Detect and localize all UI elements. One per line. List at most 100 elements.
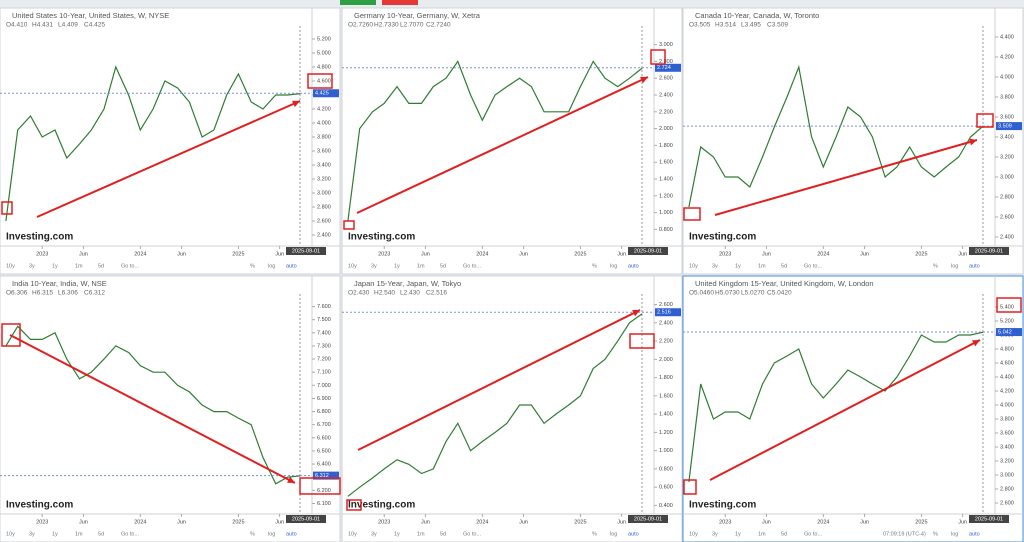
y-tick-label: 2.600 (1000, 500, 1014, 506)
x-tick-label: 2024 (817, 251, 829, 257)
range-button[interactable]: 1y (735, 263, 741, 269)
y-tick-label: 3.200 (1000, 154, 1014, 160)
option-button[interactable]: log (268, 531, 275, 537)
range-button[interactable]: 5d (98, 263, 104, 269)
range-button[interactable]: 10y (6, 531, 15, 537)
y-tick-label: 1.800 (659, 375, 673, 381)
range-button[interactable]: Go to... (804, 263, 823, 269)
option-button[interactable]: auto (628, 531, 639, 537)
panel-background (682, 275, 1024, 542)
range-button[interactable]: 5d (440, 531, 446, 537)
sell-button[interactable] (382, 0, 418, 5)
y-tick-label: 2.600 (659, 302, 673, 308)
panel-background (682, 7, 1024, 275)
range-button[interactable]: 1m (75, 531, 83, 537)
range-button[interactable]: 1y (52, 531, 58, 537)
option-button[interactable]: log (951, 531, 958, 537)
range-button[interactable]: 3y (371, 263, 377, 269)
x-tick-label: Jun (519, 519, 528, 525)
y-tick-label: 4.600 (1000, 360, 1014, 366)
range-button[interactable]: 3y (712, 263, 718, 269)
range-button[interactable]: 3y (712, 531, 718, 537)
y-tick-label: 3.000 (1000, 472, 1014, 478)
range-button[interactable]: 1m (75, 263, 83, 269)
y-tick-label: 0.600 (659, 485, 673, 491)
y-tick-label: 1.400 (659, 412, 673, 418)
y-tick-label: 7.600 (317, 304, 331, 310)
range-button[interactable]: 5d (781, 531, 787, 537)
range-button[interactable]: 1y (735, 531, 741, 537)
panel-background (0, 275, 341, 542)
option-button[interactable]: auto (286, 263, 297, 269)
option-button[interactable]: log (268, 263, 275, 269)
range-button[interactable]: 10y (689, 263, 698, 269)
x-tick-label: Jun (958, 519, 967, 525)
option-button[interactable]: log (610, 531, 617, 537)
range-button[interactable]: Go to... (463, 531, 482, 537)
y-tick-label: 7.100 (317, 370, 331, 376)
range-button[interactable]: 10y (6, 263, 15, 269)
option-button[interactable]: auto (628, 263, 639, 269)
range-button[interactable]: 3y (29, 263, 35, 269)
range-button[interactable]: 10y (348, 263, 357, 269)
range-button[interactable]: 5d (98, 531, 104, 537)
x-tick-label: 2023 (378, 519, 390, 525)
trend-arrow (714, 139, 978, 216)
range-button[interactable]: Go to... (463, 263, 482, 269)
option-button[interactable]: auto (969, 531, 980, 537)
range-button[interactable]: 1m (417, 263, 425, 269)
range-button[interactable]: Go to... (804, 531, 823, 537)
logo: Investing.com (348, 232, 415, 243)
range-button[interactable]: 10y (348, 531, 357, 537)
range-button[interactable]: 1m (417, 531, 425, 537)
y-tick-label: 1.000 (659, 448, 673, 454)
option-button[interactable]: % (592, 263, 597, 269)
y-tick-label: 3.800 (1000, 94, 1014, 100)
price-line (688, 64, 984, 208)
highlight-box (1, 323, 21, 347)
y-tick-label: 2.600 (317, 218, 331, 224)
option-button[interactable]: log (951, 263, 958, 269)
y-tick-label: 4.200 (1000, 54, 1014, 60)
option-button[interactable]: % (250, 531, 255, 537)
chart-panel: Germany 10-Year, Germany, W, Xetra O2.726… (341, 7, 683, 275)
ohlc-value: H2.7330 (374, 22, 399, 29)
arrow-head (640, 76, 648, 84)
option-button[interactable]: log (610, 263, 617, 269)
option-button[interactable]: % (933, 531, 938, 537)
ohlc-value: C2.516 (426, 290, 447, 297)
option-button[interactable]: % (592, 531, 597, 537)
y-tick-label: 7.000 (317, 383, 331, 389)
range-button[interactable]: 3y (29, 531, 35, 537)
ohlc-value: C6.312 (84, 290, 105, 297)
option-button[interactable]: auto (969, 263, 980, 269)
range-button[interactable]: 1y (394, 531, 400, 537)
x-tick-label: 2025 (574, 251, 586, 257)
y-tick-label: 2.000 (659, 126, 673, 132)
option-button[interactable]: % (250, 263, 255, 269)
y-tick-label: 1.800 (659, 143, 673, 149)
x-tick-label: Jun (79, 519, 88, 525)
range-button[interactable]: 1y (52, 263, 58, 269)
panel-background (0, 7, 341, 275)
y-tick-label: 2.000 (659, 357, 673, 363)
logo: Investing.com (348, 500, 415, 511)
range-button[interactable]: 1y (394, 263, 400, 269)
range-button[interactable]: 10y (689, 531, 698, 537)
range-button[interactable]: 1m (758, 531, 766, 537)
ohlc-value: C5.0420 (767, 290, 792, 297)
range-button[interactable]: 5d (440, 263, 446, 269)
y-tick-label: 1.000 (659, 210, 673, 216)
range-button[interactable]: 3y (371, 531, 377, 537)
range-button[interactable]: 5d (781, 263, 787, 269)
range-button[interactable]: Go to... (121, 263, 140, 269)
range-button[interactable]: Go to... (121, 531, 140, 537)
price-line (5, 325, 301, 485)
y-tick-label: 2.600 (659, 76, 673, 82)
option-button[interactable]: % (933, 263, 938, 269)
x-tick-label: 2025 (232, 251, 244, 257)
date-tag (628, 515, 668, 523)
option-button[interactable]: auto (286, 531, 297, 537)
range-button[interactable]: 1m (758, 263, 766, 269)
buy-button[interactable] (340, 0, 376, 5)
